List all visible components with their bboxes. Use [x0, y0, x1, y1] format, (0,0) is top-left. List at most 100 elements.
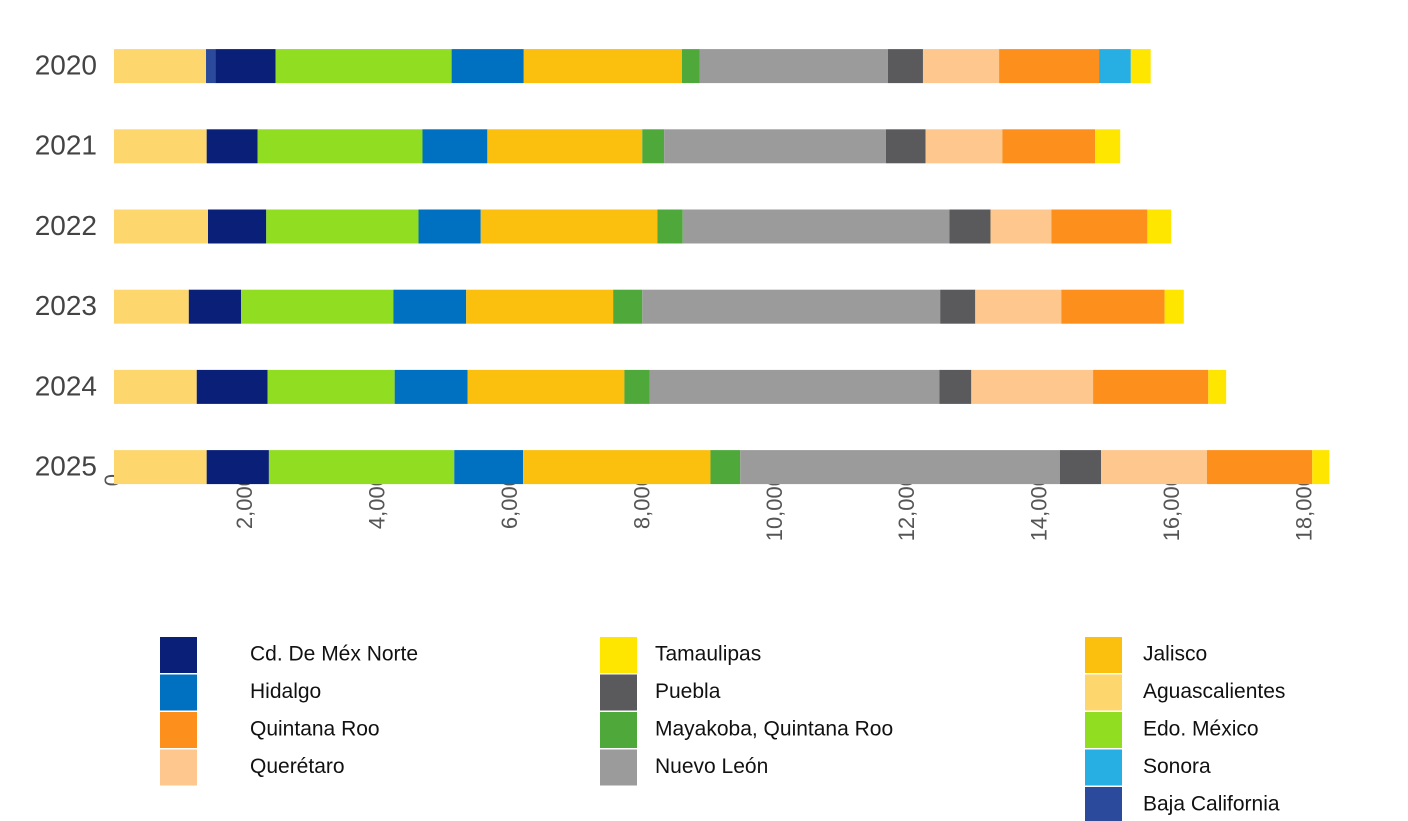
legend-label: Baja California	[1143, 793, 1280, 816]
bar-segment	[1206, 450, 1313, 485]
bar-segment	[114, 450, 207, 485]
legend-swatch	[160, 674, 197, 711]
bar-segment	[487, 129, 643, 164]
bar-segment	[940, 289, 976, 324]
bar-segment	[418, 209, 481, 244]
bar-segment	[257, 129, 423, 164]
bar-segment	[1093, 369, 1209, 404]
y-tick-label: 2020	[35, 49, 97, 80]
x-tick-label: 12,000	[894, 474, 919, 541]
legend-label: Edo. México	[1143, 718, 1259, 741]
bar-segment	[394, 369, 468, 404]
x-tick-label: 16,000	[1159, 474, 1184, 541]
bar-segment	[624, 369, 650, 404]
legend-label: Puebla	[655, 680, 721, 703]
bar-segment	[922, 49, 1000, 84]
y-tick-label: 2022	[35, 210, 97, 241]
bar-segment	[939, 369, 972, 404]
bar-segment	[885, 129, 926, 164]
bar-segment	[1061, 289, 1165, 324]
bar-segment	[241, 289, 394, 324]
bar-segment	[206, 450, 269, 485]
bar-segment	[215, 49, 276, 84]
legend-label: Cd. De Méx Norte	[250, 643, 418, 666]
bar-segment	[1095, 129, 1121, 164]
bar-segment	[740, 450, 1060, 485]
bar-segment	[268, 450, 455, 485]
bar-segment	[649, 369, 940, 404]
bar-segment	[523, 49, 682, 84]
bar-segment	[467, 369, 625, 404]
legend-swatch	[1085, 637, 1122, 673]
bar-segment	[925, 129, 1003, 164]
bar-segment	[114, 369, 197, 404]
bar-segment	[114, 209, 209, 244]
bar-segment	[1312, 450, 1330, 485]
bar-segment	[1051, 209, 1148, 244]
bar-segment	[642, 129, 665, 164]
y-tick-label: 2024	[35, 370, 97, 401]
legend-label: Quintana Roo	[250, 718, 380, 741]
bar-segment	[114, 49, 207, 84]
bar-segment	[887, 49, 923, 84]
bar-segment	[480, 209, 658, 244]
x-tick-label: 18,000	[1291, 474, 1316, 541]
bar-segment	[975, 289, 1062, 324]
y-tick-label: 2021	[35, 130, 97, 161]
bar-segment	[1101, 450, 1207, 485]
legend-label: Nuevo León	[655, 755, 768, 778]
legend-swatch	[1085, 787, 1122, 821]
bar-segment	[451, 49, 524, 84]
legend-label: Sonora	[1143, 755, 1211, 778]
legend-label: Querétaro	[250, 755, 345, 778]
bar-segment	[1164, 289, 1184, 324]
bar-segment	[999, 49, 1100, 84]
bar-segment	[1147, 209, 1172, 244]
bar-segment	[188, 289, 242, 324]
bar-segment	[523, 450, 711, 485]
legend-label: Mayakoba, Quintana Roo	[655, 718, 893, 741]
x-tick-label: 10,000	[762, 474, 787, 541]
bar-segment	[699, 49, 888, 84]
bar-segment	[208, 209, 267, 244]
bar-segment	[1002, 129, 1096, 164]
legend-swatch	[1085, 749, 1122, 786]
bar-segment	[1059, 450, 1102, 485]
legend-swatch	[600, 749, 637, 786]
legend-swatch	[1085, 712, 1122, 748]
bar-segment	[266, 209, 419, 244]
bar-segment	[114, 289, 189, 324]
legend-label: Tamaulipas	[655, 643, 761, 666]
legend-swatch	[160, 749, 197, 786]
legend-swatch	[1085, 674, 1122, 711]
bar-segment	[990, 209, 1052, 244]
x-tick-label: 14,000	[1027, 474, 1052, 541]
bar-segment	[1130, 49, 1151, 84]
bar-segment	[1099, 49, 1131, 84]
bar-segment	[393, 289, 467, 324]
bar-segment	[275, 49, 452, 84]
bar-segment	[196, 369, 268, 404]
bar-segment	[206, 49, 216, 84]
bar-segment	[971, 369, 1094, 404]
legend-label: Aguascalientes	[1143, 680, 1285, 703]
bar-segment	[454, 450, 524, 485]
legend-swatch	[600, 712, 637, 748]
bar-segment	[642, 289, 941, 324]
bar-segment	[949, 209, 991, 244]
y-tick-label: 2025	[35, 450, 97, 481]
y-tick-label: 2023	[35, 290, 97, 321]
bar-segment	[466, 289, 614, 324]
legend-swatch	[600, 637, 637, 673]
bar-segment	[267, 369, 395, 404]
bar-segment	[681, 49, 700, 84]
bar-segment	[613, 289, 643, 324]
legend-swatch	[160, 712, 197, 748]
bar-segment	[206, 129, 258, 164]
bar-segment	[710, 450, 741, 485]
bar-segment	[657, 209, 683, 244]
bar-segment	[422, 129, 488, 164]
legend-swatch	[160, 637, 197, 673]
bar-segment	[1208, 369, 1227, 404]
